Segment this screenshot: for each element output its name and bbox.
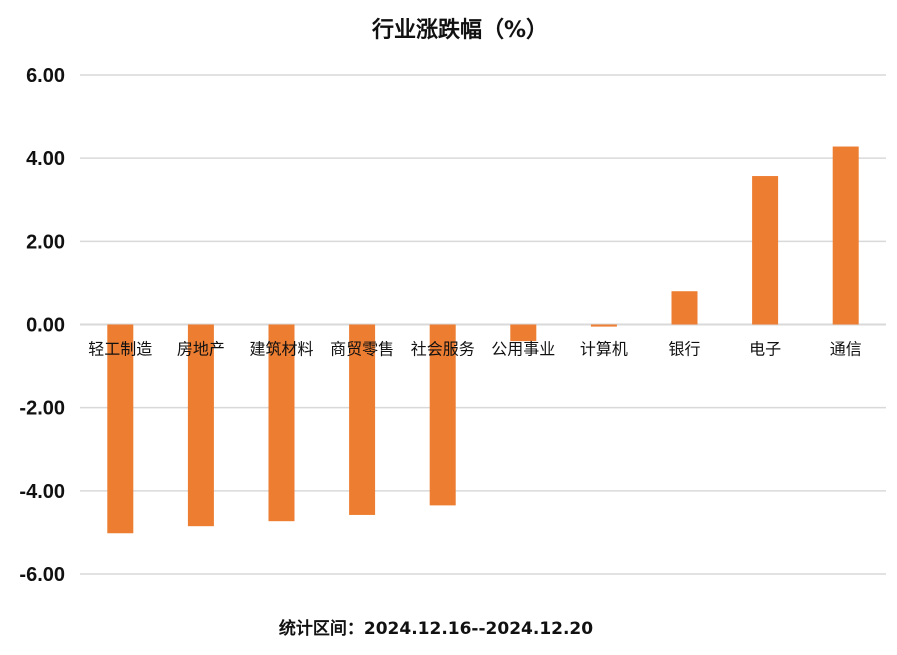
bar: [429, 324, 456, 506]
bar: [268, 324, 295, 522]
category-labels: 轻工制造 房地产 建筑材料 商贸零售 社会服务 公用事业 计算机 银行 电子 通信: [88, 340, 861, 359]
category-label: 社会服务: [411, 340, 475, 359]
chart-title: 行业涨跌幅（%）: [371, 17, 548, 43]
category-label: 公用事业: [491, 340, 555, 359]
category-label: 轻工制造: [88, 340, 152, 359]
y-tick-label: 0.00: [26, 315, 65, 337]
date-range-footer: 统计区间：2024.12.16--2024.12.20: [279, 618, 593, 639]
bars: [107, 146, 859, 534]
bar: [671, 291, 698, 325]
y-tick-label: -2.00: [19, 398, 65, 420]
category-label: 商贸零售: [330, 340, 394, 359]
category-label: 银行: [668, 340, 700, 359]
y-tick-label: 2.00: [26, 231, 65, 253]
bar: [107, 324, 134, 534]
y-tick-label: 6.00: [26, 65, 65, 87]
gridlines: [80, 74, 886, 575]
y-axis-ticks: 6.00 4.00 2.00 0.00 -2.00 -4.00 -6.00: [19, 65, 65, 586]
bar: [187, 324, 214, 527]
y-tick-label: -6.00: [19, 564, 65, 586]
bar: [590, 324, 617, 327]
category-label: 通信: [830, 340, 862, 359]
y-tick-label: 4.00: [26, 148, 65, 170]
category-label: 计算机: [580, 340, 628, 359]
y-tick-label: -4.00: [19, 481, 65, 503]
bar: [510, 324, 537, 342]
bar: [832, 146, 859, 325]
bar: [349, 324, 376, 515]
bar: [752, 176, 779, 325]
category-label: 房地产: [177, 340, 225, 359]
category-label: 电子: [749, 340, 781, 359]
category-label: 建筑材料: [249, 340, 313, 359]
